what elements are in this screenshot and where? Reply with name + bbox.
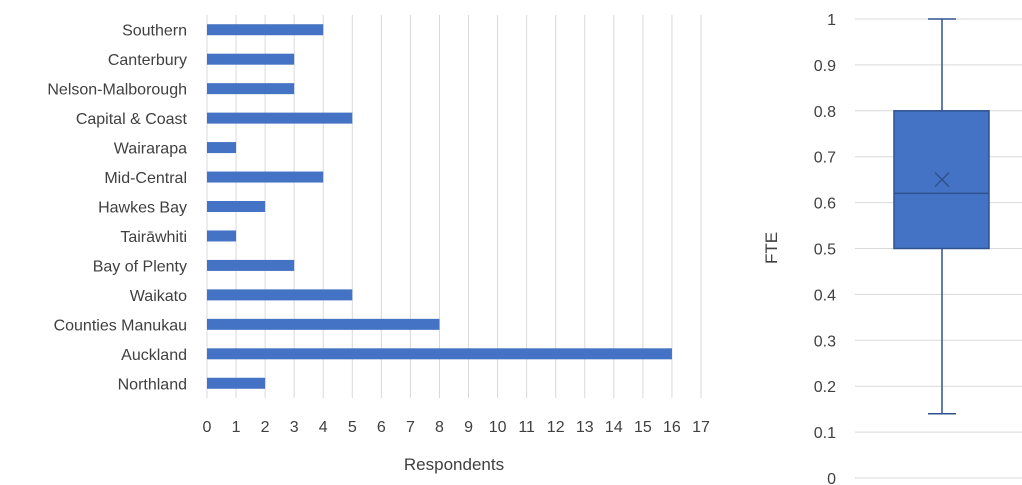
bar-gridlines [206,15,702,398]
bar [207,348,672,360]
bar-category-label: Auckland [121,347,187,364]
bar-x-tick-label: 3 [290,419,299,436]
bar-x-tick-label: 16 [663,419,681,436]
box-y-tick-label: 0 [827,471,836,485]
bar-x-axis-title: Respondents [404,455,504,474]
bar-category-label: Hawkes Bay [98,200,187,217]
bar [207,24,324,36]
box-y-tick-label: 0.8 [814,104,836,121]
box-y-tick-label: 0.9 [814,58,836,75]
bar [207,318,440,330]
bar [207,259,295,271]
bar-category-label: Canterbury [108,52,187,69]
bar-x-tick-label: 1 [232,419,241,436]
bar-category-label: Southern [122,23,187,40]
bar-x-tick-label: 13 [576,419,594,436]
bar-category-label: Northland [118,376,187,393]
bar-x-tick-label: 12 [547,419,565,436]
bar [207,377,266,389]
bar [207,230,237,242]
box-y-tick-labels: 0 0.1 0.2 0.3 0.4 0.5 0.6 0.7 0.8 0.9 1 [814,12,836,485]
bar [207,171,324,183]
bar [207,201,266,212]
bar-x-tick-label: 0 [203,419,212,436]
box-plot-marks [893,18,990,415]
bar-category-label: Mid-Central [104,170,187,187]
box-y-tick-label: 0.4 [814,287,836,304]
box-y-tick-label: 1 [827,12,836,29]
bar-category-label: Tairāwhiti [120,229,187,246]
box-iqr [893,110,990,250]
bar-x-tick-label: 6 [377,419,386,436]
bar-category-label: Counties Manukau [54,317,187,334]
box-mean-marker [934,172,950,188]
bar-x-tick-label: 17 [692,419,710,436]
box-y-tick-label: 0.3 [814,333,836,350]
bar-category-label: Wairarapa [114,141,187,158]
bar-category-labels: Southern Canterbury Nelson-Malborough Capit… [47,23,187,394]
box-y-tick-label: 0.7 [814,150,836,167]
box-y-tick-label: 0.5 [814,242,836,259]
bar [207,142,237,154]
bar [207,289,353,301]
respondents-bar-chart: Southern Canterbury Nelson-Malborough Capit… [47,15,710,474]
box-mean-marker [934,172,950,188]
bar-x-tick-label: 7 [406,419,415,436]
bar-x-tick-label: 11 [518,419,535,436]
bar-category-label: Capital & Coast [76,111,188,128]
bar-x-tick-label: 9 [464,419,473,436]
box-y-axis-title: FTE [762,232,781,264]
bar-category-label: Bay of Plenty [93,258,187,275]
box-y-tick-label: 0.2 [814,379,836,396]
bar-x-tick-labels: 0 1 2 3 4 5 6 7 8 9 10 11 12 13 14 15 16 17 [203,419,710,436]
bar-x-tick-label: 4 [319,419,328,436]
bar-x-tick-label: 10 [489,419,507,436]
bar-x-tick-label: 8 [435,419,444,436]
bar-category-label: Waikato [130,288,187,305]
box-y-tick-label: 0.1 [814,425,836,442]
bar-category-label: Nelson-Malborough [47,82,187,99]
bar-x-tick-label: 14 [605,419,623,436]
bar-x-tick-label: 5 [348,419,357,436]
bar [207,83,295,95]
bar-x-tick-label: 15 [634,419,652,436]
box-y-tick-label: 0.6 [814,196,836,213]
bar [207,112,353,124]
bar-x-tick-label: 2 [261,419,270,436]
bar-series [207,24,672,389]
box-gridlines [855,18,1022,479]
bar [207,53,295,65]
